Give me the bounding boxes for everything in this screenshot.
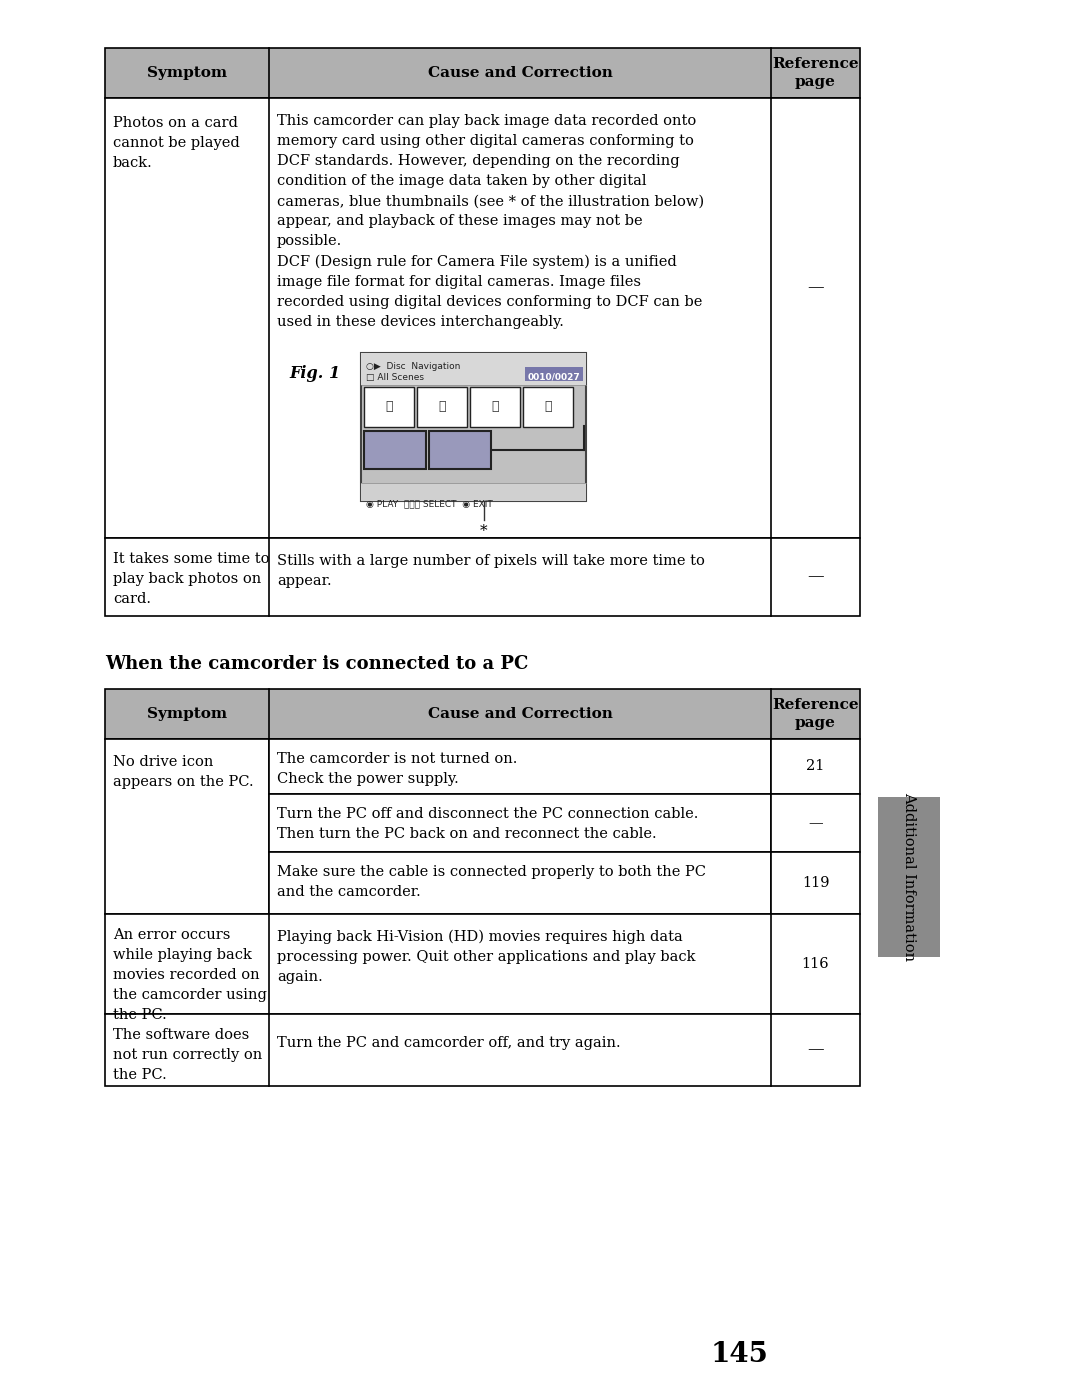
Text: The camcorder is not turned on.
Check the power supply.: The camcorder is not turned on. Check th… [276, 752, 517, 787]
Text: The software does
not run correctly on
the PC.: The software does not run correctly on t… [113, 1028, 262, 1083]
Text: It takes some time to
play back photos on
card.: It takes some time to play back photos o… [113, 552, 270, 606]
Text: Cause and Correction: Cause and Correction [428, 707, 612, 721]
Bar [105, 689, 860, 739]
Bar [523, 387, 573, 427]
Text: ◉ PLAY  Ⓢⓔⓛ SELECT  ◉ EXIT: ◉ PLAY Ⓢⓔⓛ SELECT ◉ EXIT [366, 499, 492, 509]
Text: ○▶  Disc  Navigation: ○▶ Disc Navigation [366, 362, 460, 372]
Bar [878, 798, 940, 957]
Text: Turn the PC and camcorder off, and try again.: Turn the PC and camcorder off, and try a… [276, 1037, 621, 1051]
Text: Fig. 1: Fig. 1 [289, 366, 340, 383]
Text: Symptom: Symptom [147, 66, 227, 80]
Text: Reference
page: Reference page [772, 57, 859, 89]
Text: 👤: 👤 [438, 401, 446, 414]
Bar [105, 914, 860, 1014]
Text: □ All Scenes: □ All Scenes [366, 373, 424, 381]
Bar [364, 432, 426, 469]
Bar [105, 689, 860, 739]
Text: No drive icon
appears on the PC.: No drive icon appears on the PC. [113, 754, 254, 789]
Bar [417, 387, 467, 427]
Text: Stills with a large number of pixels will take more time to
appear.: Stills with a large number of pixels wil… [276, 555, 705, 588]
Text: When the camcorder is connected to a PC: When the camcorder is connected to a PC [105, 655, 528, 673]
Bar [771, 852, 860, 914]
Text: 21: 21 [807, 760, 825, 774]
Bar [105, 98, 860, 538]
Text: 119: 119 [801, 876, 829, 890]
Text: 116: 116 [801, 957, 829, 971]
Bar [361, 353, 586, 386]
Text: —: — [807, 278, 824, 296]
Text: Turn the PC off and disconnect the PC connection cable.
Then turn the PC back on: Turn the PC off and disconnect the PC co… [276, 807, 699, 841]
Text: This camcorder can play back image data recorded onto
memory card using other di: This camcorder can play back image data … [276, 115, 704, 330]
Bar [361, 353, 586, 502]
Text: Reference
page: Reference page [772, 697, 859, 731]
Text: 0010/0027: 0010/0027 [528, 373, 580, 381]
Text: Photos on a card
cannot be played
back.: Photos on a card cannot be played back. [113, 116, 240, 170]
Bar [364, 387, 414, 427]
Text: Symptom: Symptom [147, 707, 227, 721]
Bar [361, 483, 586, 502]
Text: 👤: 👤 [544, 401, 552, 414]
Text: 👤: 👤 [386, 401, 393, 414]
Text: An error occurs
while playing back
movies recorded on
the camcorder using
the PC: An error occurs while playing back movie… [113, 928, 267, 1023]
Bar [105, 47, 860, 98]
Text: *: * [480, 524, 487, 538]
Text: 👤: 👤 [491, 401, 499, 414]
Bar [269, 793, 771, 852]
Bar [105, 739, 269, 914]
Text: —: — [807, 1042, 824, 1059]
Bar [269, 739, 771, 793]
Text: Cause and Correction: Cause and Correction [428, 66, 612, 80]
Bar [771, 739, 860, 793]
Bar [105, 47, 860, 98]
Text: 145: 145 [711, 1341, 769, 1369]
Text: Additional Information: Additional Information [902, 792, 916, 961]
Bar [525, 367, 583, 381]
Bar [470, 387, 519, 427]
Text: —: — [807, 569, 824, 585]
Bar [105, 1014, 860, 1085]
Text: —: — [808, 816, 823, 830]
Text: Make sure the cable is connected properly to both the PC
and the camcorder.: Make sure the cable is connected properl… [276, 865, 706, 900]
Bar [771, 793, 860, 852]
Text: Playing back Hi-Vision (HD) movies requires high data
processing power. Quit oth: Playing back Hi-Vision (HD) movies requi… [276, 930, 696, 985]
Bar [429, 432, 491, 469]
Bar [269, 852, 771, 914]
Bar [105, 538, 860, 616]
